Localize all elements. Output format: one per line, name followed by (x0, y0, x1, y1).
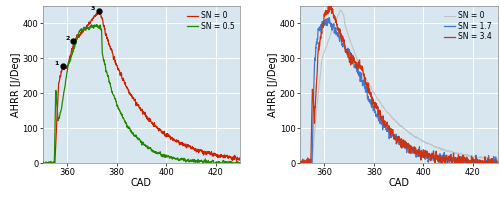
Text: 3: 3 (90, 6, 95, 11)
SN = 0.5 (73, 42, 79, 44)
SN = 0.5 (106, 81, 112, 84)
SN = 0 (144, 115, 150, 118)
SN = 3.4 (401, 142, 407, 144)
SN = 0 (323, 46, 329, 48)
Text: 1: 1 (54, 61, 59, 66)
Line: SN = 0: SN = 0 (300, 10, 498, 163)
SN = 3.4 (330, 14, 336, 16)
Text: 2: 2 (65, 35, 70, 41)
SN = 0 (401, 127, 407, 129)
SN = 1.7 (364, 86, 370, 88)
SN = 1.7 (323, 20, 329, 22)
SN = 0 (238, 158, 244, 161)
SN = 1.7 (383, 126, 389, 128)
SN = 3.4 (383, 123, 389, 126)
SN = 0 (494, 159, 500, 162)
Line: SN = 3.4: SN = 3.4 (300, 1, 498, 163)
SN = 3.4 (296, 162, 302, 164)
SN = 0.5 (40, 162, 46, 165)
SN = 1.7 (401, 141, 407, 143)
SN = 0.5 (238, 161, 244, 164)
SN = 0 (338, 9, 344, 11)
Line: SN = 0: SN = 0 (42, 12, 240, 163)
SN = 0 (382, 109, 388, 111)
SN = 1.7 (494, 162, 500, 165)
SN = 1.7 (330, 23, 336, 25)
SN = 0.5 (144, 145, 150, 148)
SN = 3.4 (327, 0, 333, 3)
Line: SN = 1.7: SN = 1.7 (300, 18, 498, 163)
SN = 3.4 (297, 162, 303, 165)
SN = 0 (364, 78, 370, 80)
SN = 0.5 (148, 147, 154, 150)
SN = 0 (73, 38, 79, 40)
Y-axis label: AHRR [J/Deg]: AHRR [J/Deg] (11, 52, 21, 117)
SN = 3.4 (364, 81, 370, 84)
SN = 0 (126, 89, 132, 91)
SN = 3.4 (405, 142, 411, 145)
SN = 0 (40, 162, 46, 164)
SN = 0 (148, 120, 154, 123)
SN = 3.4 (494, 162, 500, 164)
X-axis label: CAD: CAD (388, 178, 409, 188)
SN = 0 (96, 10, 102, 13)
SN = 1.7 (297, 162, 303, 165)
SN = 0 (330, 27, 336, 29)
X-axis label: CAD: CAD (131, 178, 152, 188)
Legend: SN = 0, SN = 0.5: SN = 0, SN = 0.5 (185, 10, 236, 32)
SN = 0.5 (126, 127, 132, 129)
SN = 0.5 (40, 162, 46, 164)
SN = 1.7 (296, 161, 302, 163)
SN = 0 (405, 130, 411, 133)
SN = 0.5 (94, 23, 100, 26)
SN = 3.4 (323, 12, 329, 14)
Legend: SN = 0, SN = 1.7, SN = 3.4: SN = 0, SN = 1.7, SN = 3.4 (442, 10, 494, 43)
SN = 1.7 (405, 142, 411, 145)
SN = 0.5 (66, 62, 72, 64)
Y-axis label: AHRR [J/Deg]: AHRR [J/Deg] (268, 52, 278, 117)
SN = 0 (41, 162, 47, 165)
SN = 0 (66, 60, 72, 62)
SN = 0 (106, 44, 112, 47)
Line: SN = 0.5: SN = 0.5 (42, 25, 240, 163)
SN = 1.7 (326, 16, 332, 19)
SN = 0 (296, 162, 302, 165)
